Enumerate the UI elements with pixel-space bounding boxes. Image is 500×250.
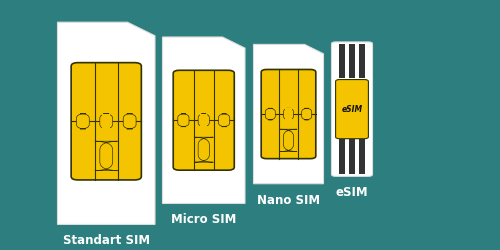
FancyBboxPatch shape xyxy=(95,141,118,171)
FancyBboxPatch shape xyxy=(261,70,316,159)
FancyBboxPatch shape xyxy=(178,114,189,127)
Bar xyxy=(102,114,110,165)
FancyBboxPatch shape xyxy=(71,63,142,180)
FancyBboxPatch shape xyxy=(123,114,136,129)
Bar xyxy=(359,44,365,78)
FancyBboxPatch shape xyxy=(332,42,372,176)
Bar xyxy=(349,139,355,174)
FancyBboxPatch shape xyxy=(280,129,297,152)
Text: eSIM: eSIM xyxy=(342,105,362,114)
FancyBboxPatch shape xyxy=(336,80,368,139)
Text: Standart SIM: Standart SIM xyxy=(62,234,150,247)
Text: Nano SIM: Nano SIM xyxy=(257,194,320,206)
FancyBboxPatch shape xyxy=(302,108,312,120)
FancyBboxPatch shape xyxy=(76,114,90,129)
FancyBboxPatch shape xyxy=(266,108,276,120)
Text: Micro SIM: Micro SIM xyxy=(171,213,236,226)
Polygon shape xyxy=(162,37,245,203)
Text: eSIM: eSIM xyxy=(336,186,368,199)
Bar xyxy=(359,139,365,174)
FancyBboxPatch shape xyxy=(100,114,112,129)
FancyBboxPatch shape xyxy=(218,114,230,127)
Bar xyxy=(286,108,292,147)
Bar xyxy=(339,44,345,78)
Bar xyxy=(349,44,355,78)
Bar xyxy=(200,114,207,157)
FancyBboxPatch shape xyxy=(284,108,294,120)
FancyBboxPatch shape xyxy=(198,114,209,127)
Polygon shape xyxy=(58,22,155,224)
Bar xyxy=(339,139,345,174)
FancyBboxPatch shape xyxy=(194,137,214,162)
Polygon shape xyxy=(254,44,324,184)
FancyBboxPatch shape xyxy=(173,70,234,170)
